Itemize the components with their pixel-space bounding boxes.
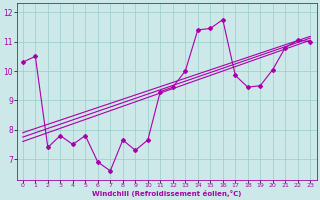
X-axis label: Windchill (Refroidissement éolien,°C): Windchill (Refroidissement éolien,°C) — [92, 190, 241, 197]
